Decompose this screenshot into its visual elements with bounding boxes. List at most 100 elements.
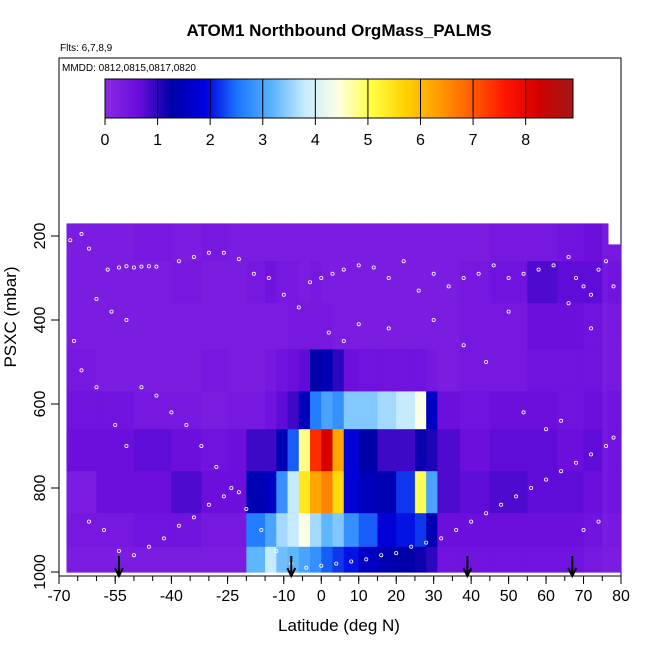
heatmap-cell — [583, 349, 603, 392]
sample-point — [379, 553, 384, 558]
heatmap-cell — [583, 391, 603, 430]
heatmap-cell — [377, 223, 397, 262]
heatmap-cell — [96, 429, 135, 472]
heatmap-cell — [437, 223, 461, 262]
sample-point — [536, 267, 541, 272]
heatmap-cell — [332, 471, 345, 514]
sample-point — [86, 519, 91, 524]
heatmap-cell — [459, 513, 491, 548]
flight-marker-arrow — [462, 556, 473, 579]
x-tick-label: -10 — [272, 588, 295, 605]
sample-point — [484, 511, 489, 516]
heatmap-cell — [310, 261, 322, 304]
sample-point — [581, 284, 586, 289]
heatmap-cell — [332, 223, 345, 262]
heatmap-cell — [265, 391, 277, 430]
sample-point — [401, 259, 406, 264]
x-tick-label: -70 — [47, 588, 70, 605]
heatmap-cell — [377, 429, 397, 472]
sample-point — [506, 275, 511, 280]
heatmap-cell — [298, 349, 311, 392]
flight-markers — [114, 556, 578, 579]
heatmap-cell — [201, 349, 229, 392]
heatmap-cell — [201, 546, 229, 573]
heatmap-cell — [377, 391, 397, 430]
heatmap-cell — [414, 471, 427, 514]
sample-point — [266, 275, 271, 280]
heatmap-cell — [332, 429, 345, 472]
heatmap-cell — [201, 303, 229, 350]
heatmap-cell — [426, 349, 439, 392]
heatmap-cell — [343, 349, 360, 392]
heatmap-cell — [377, 349, 397, 392]
flight-marker-arrow — [114, 556, 124, 579]
heatmap-cell — [227, 429, 247, 472]
heatmap-cell — [459, 303, 491, 350]
heatmap-cell — [583, 261, 603, 304]
heatmap-cell — [265, 471, 277, 514]
sample-point — [131, 553, 136, 558]
sample-point — [364, 557, 369, 562]
sample-point — [506, 309, 511, 314]
heatmap-cell — [437, 471, 461, 514]
heatmap-cell — [414, 223, 427, 262]
heatmap-cell — [287, 471, 300, 514]
heatmap-cell — [310, 429, 322, 472]
heatmap-cell — [557, 303, 585, 350]
sample-point — [124, 443, 129, 448]
heatmap-cell — [602, 471, 609, 514]
heatmap-cell — [343, 223, 360, 262]
heatmap-cell — [201, 223, 229, 262]
sample-point — [161, 536, 166, 541]
heatmap-cell — [171, 303, 202, 350]
heatmap-cell — [527, 223, 558, 262]
heatmap-cell — [414, 391, 427, 430]
heatmap-cell — [459, 429, 491, 472]
sample-point — [499, 502, 504, 507]
heatmap-cell — [602, 223, 609, 262]
sample-point — [214, 464, 219, 469]
heatmap-cell — [414, 303, 427, 350]
heatmap-cell — [310, 391, 322, 430]
heatmap-cell — [396, 546, 416, 573]
heatmap-cell — [310, 471, 322, 514]
heatmap-cell — [321, 223, 334, 262]
heatmap-cell — [171, 546, 202, 573]
heatmap-cell — [246, 223, 266, 262]
heatmap-cell — [276, 303, 289, 350]
sample-point — [589, 292, 594, 297]
sample-point — [484, 359, 489, 364]
heatmap-cell — [583, 303, 603, 350]
sample-point — [105, 267, 110, 272]
heatmap-cell — [557, 391, 585, 430]
sample-point — [386, 326, 391, 331]
plot-area: MMDD: 0812,0815,0817,0820 0 1 2 3 4 5 6 7 8 — [58, 57, 622, 579]
heatmap-cell — [396, 513, 416, 548]
heatmap-cell — [377, 546, 397, 573]
sample-point — [574, 275, 579, 280]
colorbar-tick-label: 0 — [101, 132, 110, 149]
sample-point — [589, 326, 594, 331]
heatmap-cell — [557, 471, 585, 514]
heatmap-cell — [321, 471, 334, 514]
sample-point — [551, 263, 556, 268]
heatmap-cell — [602, 546, 609, 573]
sample-point — [236, 257, 241, 262]
colorbar-tick-label: 5 — [363, 132, 372, 149]
heatmap-cell — [607, 391, 622, 430]
heatmap-cell — [310, 349, 322, 392]
heatmap-cell — [246, 546, 266, 573]
x-tick-label: 20 — [387, 588, 405, 605]
colorbar-tick-label: 7 — [469, 132, 478, 149]
heatmap-cell — [583, 546, 603, 573]
heatmap-cell — [246, 429, 266, 472]
heatmap-cell — [426, 261, 439, 304]
heatmap-cell — [358, 391, 379, 430]
heatmap-cell — [489, 429, 528, 472]
sample-point — [566, 301, 571, 306]
heatmap-cell — [607, 261, 622, 304]
heatmap-cell — [66, 261, 98, 304]
heatmap-cell — [332, 546, 345, 573]
heatmap-cell — [527, 546, 558, 573]
